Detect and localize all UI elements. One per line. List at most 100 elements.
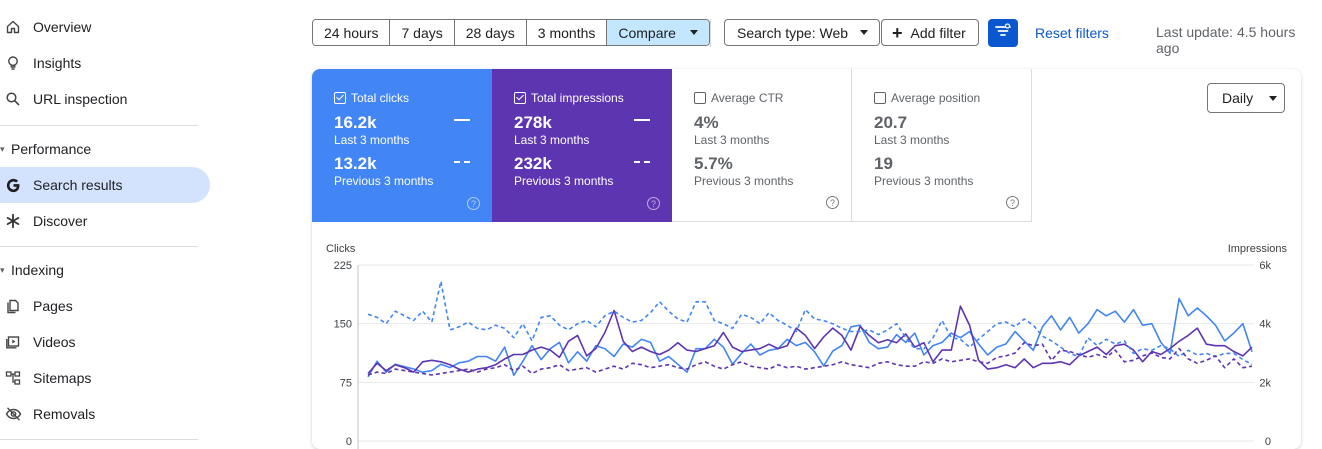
chart-plot: 225 6k 150 4k 75 2k 0 0 [334,260,1271,449]
metric-card-total-clicks[interactable]: Total clicks 16.2k Last 3 months 13.2k P… [312,69,492,222]
metric-value: 4% [694,113,719,132]
compare-dropdown[interactable]: Compare [607,20,709,45]
sidebar-section-performance[interactable]: ▾ Performance [0,141,92,157]
compare-label: Compare [618,24,676,41]
metric-value: 278k [514,113,552,132]
dashed-line-legend-icon [634,161,650,163]
checkbox-unchecked-icon[interactable] [874,92,886,104]
y-tick-label-right: 0 [1265,436,1271,448]
performance-chart: Clicks Impressions 225 6k 150 4k 75 2k 0 0 [312,229,1301,449]
checkbox-checked-icon[interactable] [514,92,526,104]
video-icon [4,333,22,351]
y-tick-label-left: 150 [334,319,352,331]
metric-card-total-impressions[interactable]: Total impressions 278k Last 3 months 232… [492,69,672,222]
google-g-icon [4,176,22,194]
help-icon[interactable]: ? [1006,196,1019,209]
reset-filters-link[interactable]: Reset filters [1035,25,1109,41]
y-tick-label-left: 0 [346,436,352,448]
series-line-total-impressions-previous [367,341,1253,376]
metric-card-average-position[interactable]: Average position 20.7 Last 3 months 19 P… [852,69,1032,222]
metric-label: Average position [891,91,981,105]
range-28-days[interactable]: 28 days [454,20,527,45]
add-filter-button[interactable]: + Add filter [881,19,979,46]
sidebar-item-removals[interactable]: Removals [0,396,210,432]
metric-period: Last 3 months [874,133,950,147]
sidebar-item-insights[interactable]: Insights [0,45,210,81]
asterisk-icon [4,212,22,230]
range-3-months[interactable]: 3 months [526,20,608,45]
performance-card: Total clicks 16.2k Last 3 months 13.2k P… [312,69,1301,449]
sidebar-item-label: Sitemaps [33,370,92,386]
metric-period: Last 3 months [694,133,770,147]
y-axis-left-title: Clicks [326,243,356,255]
sidebar-divider [0,125,198,126]
home-icon [4,18,22,36]
dropdown-arrow-icon [1269,95,1278,101]
range-7-days[interactable]: 7 days [390,20,455,45]
sidebar-divider [0,439,198,440]
help-icon[interactable]: ? [647,197,660,210]
metric-compare-value: 13.2k [334,154,377,173]
y-axis-right-title: Impressions [1227,243,1287,255]
sidebar-item-videos[interactable]: Videos [0,324,210,360]
sitemap-icon [4,369,22,387]
sidebar-item-label: Discover [33,213,88,229]
metric-compare-value: 5.7% [694,154,733,173]
sidebar: Overview Insights URL inspection ▾ Perfo… [0,0,210,444]
sidebar-divider [0,246,198,247]
metric-compare-value: 232k [514,154,552,173]
pages-icon [4,297,22,315]
plus-icon: + [892,22,903,43]
sidebar-item-url-inspection[interactable]: URL inspection [0,81,210,117]
dashed-line-legend-icon [454,161,470,163]
metric-compare-period: Previous 3 months [874,174,974,188]
y-tick-label-left: 225 [334,260,352,272]
metric-card-average-ctr[interactable]: Average CTR 4% Last 3 months 5.7% Previo… [672,69,852,222]
series-line-total-clicks [367,297,1253,378]
metric-value: 16.2k [334,113,377,132]
metric-label: Total impressions [531,91,624,105]
toolbar-divider [710,19,711,47]
chevron-down-icon: ▾ [0,264,5,275]
sidebar-item-overview[interactable]: Overview [0,9,210,45]
y-tick-label-right: 4k [1259,319,1271,331]
granularity-label: Daily [1222,90,1254,106]
chevron-down-icon: ▾ [0,143,5,154]
sidebar-item-pages[interactable]: Pages [0,288,210,324]
checkbox-checked-icon[interactable] [334,92,346,104]
solid-line-legend-icon [634,119,650,121]
sidebar-item-label: URL inspection [33,91,128,107]
last-update-text: Last update: 4.5 hours ago [1156,24,1296,56]
sidebar-section-indexing[interactable]: ▾ Indexing [0,262,64,278]
range-24-hours[interactable]: 24 hours [313,20,391,45]
sidebar-item-discover[interactable]: Discover [0,203,210,239]
metric-compare-period: Previous 3 months [334,174,434,188]
help-icon[interactable]: ? [826,196,839,209]
metric-period: Last 3 months [514,133,590,147]
add-filter-label: Add filter [910,24,966,41]
sidebar-item-sitemaps[interactable]: Sitemaps [0,360,210,396]
series-line-total-impressions [367,305,1253,375]
y-tick-label-right: 6k [1259,260,1271,272]
sidebar-item-search-results[interactable]: Search results [0,167,210,203]
help-icon[interactable]: ? [467,197,480,210]
search-icon [4,90,22,108]
sidebar-item-label: Overview [33,19,92,35]
metric-label: Average CTR [711,91,784,105]
checkbox-unchecked-icon[interactable] [694,92,706,104]
series-line-total-clicks-previous [367,280,1253,366]
sidebar-item-label: Videos [33,334,76,350]
lightbulb-icon [4,54,22,72]
metric-compare-period: Previous 3 months [694,174,794,188]
metric-label: Total clicks [351,91,410,105]
date-range-selector: 24 hours 7 days 28 days 3 months Compare [312,19,710,46]
granularity-dropdown[interactable]: Daily [1207,83,1285,113]
metric-compare-value: 19 [874,154,893,173]
y-tick-label-right: 2k [1259,377,1271,389]
sidebar-item-label: Search results [33,177,123,193]
dropdown-arrow-icon [860,30,869,35]
search-type-dropdown[interactable]: Search type: Web [724,19,881,46]
metric-compare-period: Previous 3 months [514,174,614,188]
metric-period: Last 3 months [334,133,410,147]
filter-settings-button[interactable] [988,19,1018,47]
